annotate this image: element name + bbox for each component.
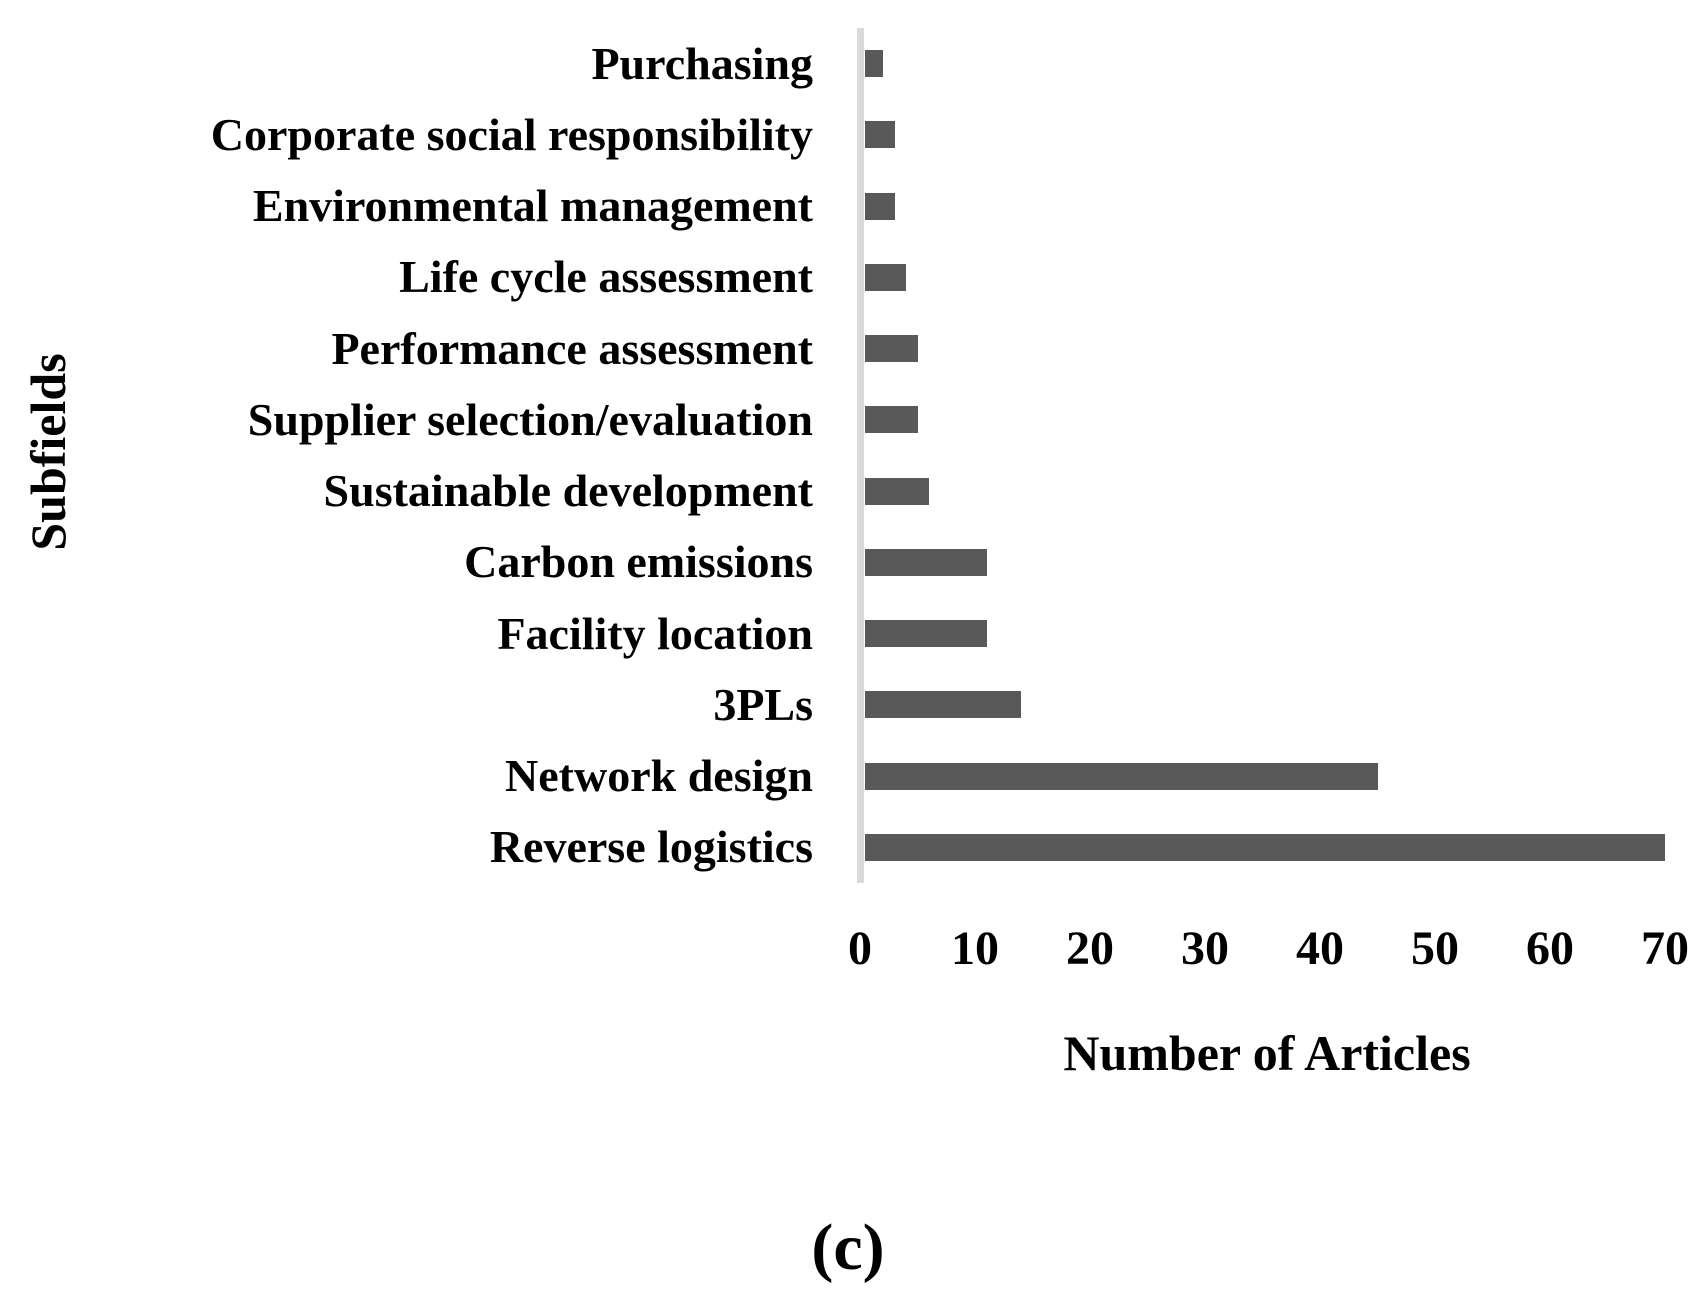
chart-row: Corporate social responsibility — [0, 99, 1706, 170]
category-label: Reverse logistics — [489, 821, 813, 873]
category-label: Life cycle assessment — [399, 251, 813, 303]
category-label: Sustainable development — [323, 465, 813, 517]
chart-row: Purchasing — [0, 28, 1706, 99]
category-label: 3PLs — [713, 678, 813, 730]
category-label: Facility location — [497, 607, 813, 659]
category-label: Corporate social responsibility — [210, 108, 813, 160]
category-label: Network design — [505, 750, 813, 802]
category-label: Performance assessment — [331, 322, 813, 374]
chart-row: Network design — [0, 741, 1706, 812]
category-label: Supplier selection/evaluation — [247, 393, 813, 445]
bar — [865, 762, 1378, 790]
bar — [865, 50, 883, 78]
bar — [865, 691, 1021, 719]
plot-rows: Purchasing Corporate social responsibili… — [0, 28, 1706, 883]
bar — [865, 335, 918, 363]
category-label: Environmental management — [252, 180, 813, 232]
subfigure-caption: (c) — [811, 1211, 885, 1284]
chart-row: Carbon emissions — [0, 527, 1706, 598]
x-tick-label: 50 — [1411, 922, 1459, 975]
x-tick-label: 30 — [1181, 922, 1229, 975]
chart-row: Sustainable development — [0, 456, 1706, 527]
x-tick-label: 70 — [1641, 922, 1689, 975]
bar — [865, 620, 987, 648]
chart-row: 3PLs — [0, 669, 1706, 740]
chart-row: Reverse logistics — [0, 812, 1706, 883]
y-axis-line — [857, 28, 864, 883]
bar — [865, 121, 895, 149]
bar — [865, 833, 1665, 861]
x-tick-label: 10 — [951, 922, 999, 975]
bar — [865, 263, 906, 291]
bar — [865, 406, 918, 434]
x-axis-ticks: 0 10 20 30 40 50 60 70 — [0, 925, 1706, 985]
category-label: Purchasing — [591, 37, 813, 89]
bar — [865, 477, 929, 505]
bar — [865, 192, 895, 220]
bar — [865, 548, 987, 576]
chart-row: Performance assessment — [0, 313, 1706, 384]
x-tick-label: 0 — [848, 922, 872, 975]
x-axis-title: Number of Articles — [1063, 1025, 1471, 1081]
category-label: Carbon emissions — [464, 536, 813, 588]
chart-row: Supplier selection/evaluation — [0, 384, 1706, 455]
chart-row: Environmental management — [0, 171, 1706, 242]
x-tick-label: 60 — [1526, 922, 1574, 975]
x-tick-label: 40 — [1296, 922, 1344, 975]
x-tick-label: 20 — [1066, 922, 1114, 975]
chart-row: Life cycle assessment — [0, 242, 1706, 313]
chart-row: Facility location — [0, 598, 1706, 669]
